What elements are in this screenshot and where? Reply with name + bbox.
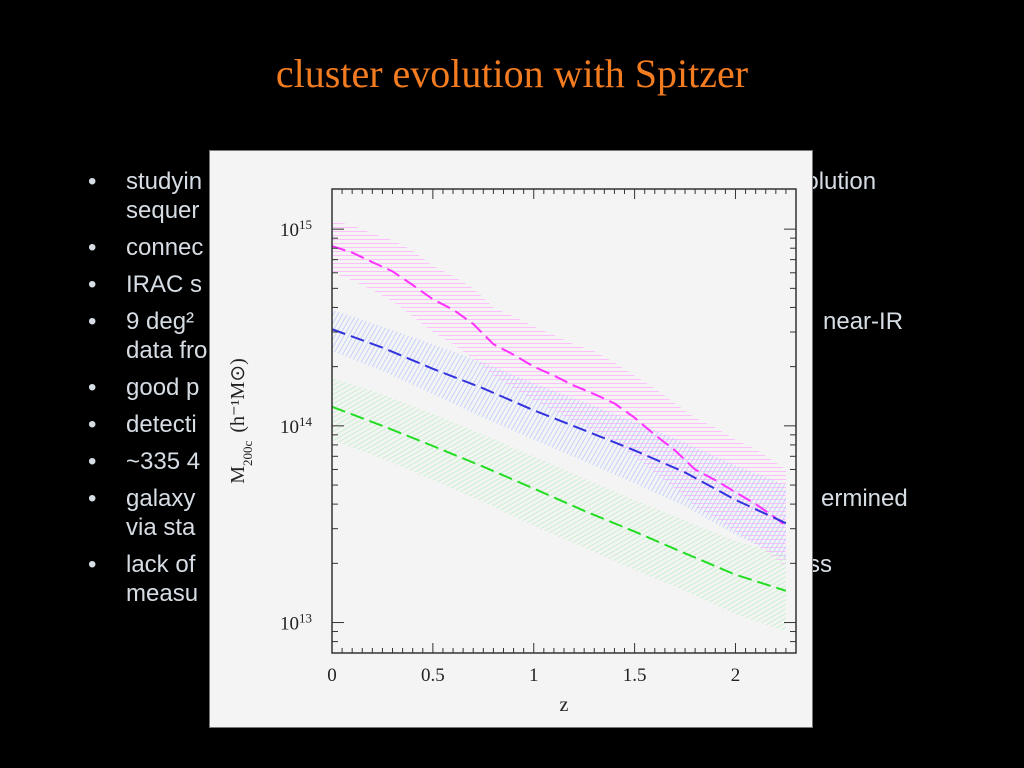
bullet-text: via sta — [126, 514, 196, 541]
bullet-item: • detecti — [88, 411, 197, 438]
series-line-2 — [331, 405, 787, 592]
chart-image: 0 0.5 1 1.5 2 1013 1014 1015 z M200c(h⁻¹M⊙) — [209, 150, 813, 728]
x-tick-label: 0.5 — [421, 665, 445, 686]
series-band-2 — [332, 378, 786, 632]
series-line-1 — [331, 328, 787, 525]
x-tick-label: 0 — [327, 665, 337, 686]
bullet-item: • studyin evolution sequer — [88, 168, 877, 224]
bullet-item: • IRAC s — [88, 271, 203, 298]
bullet-list: • studyin evolution sequer • connec • IRAC s … — [88, 167, 938, 616]
series-line-0 — [331, 245, 787, 527]
y-tick-label: 1014 — [280, 413, 313, 438]
bullet-text: 9 deg² — [126, 308, 195, 335]
y-tick-label: 1015 — [280, 217, 312, 242]
bullet-text: good p — [126, 374, 200, 401]
x-tick-label: 1 — [529, 665, 539, 686]
bullet-text: sequer — [126, 197, 200, 224]
bullet-text: IRAC s — [126, 271, 203, 298]
bullet-text: measu — [126, 580, 199, 607]
bullet-text: detecti — [126, 411, 197, 438]
x-axis-label: z — [560, 694, 569, 716]
series-band-1 — [332, 309, 786, 560]
mass-evolution-chart: 0 0.5 1 1.5 2 1013 1014 1015 z M200c(h⁻¹M⊙) — [227, 188, 797, 716]
bullet-item: • galaxy ermined via sta — [88, 485, 908, 541]
bullet-item: • good p — [88, 374, 200, 401]
bullet-item: • ~335 4 — [88, 448, 201, 475]
y-axis-label: M200c(h⁻¹M⊙) — [227, 358, 255, 484]
bullet-item: • connec — [88, 234, 204, 261]
bullet-text: galaxy — [126, 485, 196, 512]
bullet-text: connec — [126, 234, 204, 261]
bullet-text-right: ermined — [821, 485, 908, 512]
x-tick-label: 1.5 — [623, 665, 647, 686]
bullet-text: studyin — [126, 168, 203, 195]
bullet-text: lack of — [126, 551, 196, 578]
y-tick-label: 1013 — [280, 610, 312, 635]
bullet-text: data fro — [126, 337, 208, 364]
slide-title: cluster evolution with Spitzer — [275, 51, 749, 96]
bullet-item: • 9 deg² near-IR data fro — [88, 308, 904, 364]
x-tick-label: 2 — [731, 665, 741, 686]
bullet-text: ~335 4 — [126, 448, 201, 475]
bullet-text-right: near-IR — [823, 308, 904, 335]
bullet-item: • lack of ss measu — [88, 551, 832, 607]
